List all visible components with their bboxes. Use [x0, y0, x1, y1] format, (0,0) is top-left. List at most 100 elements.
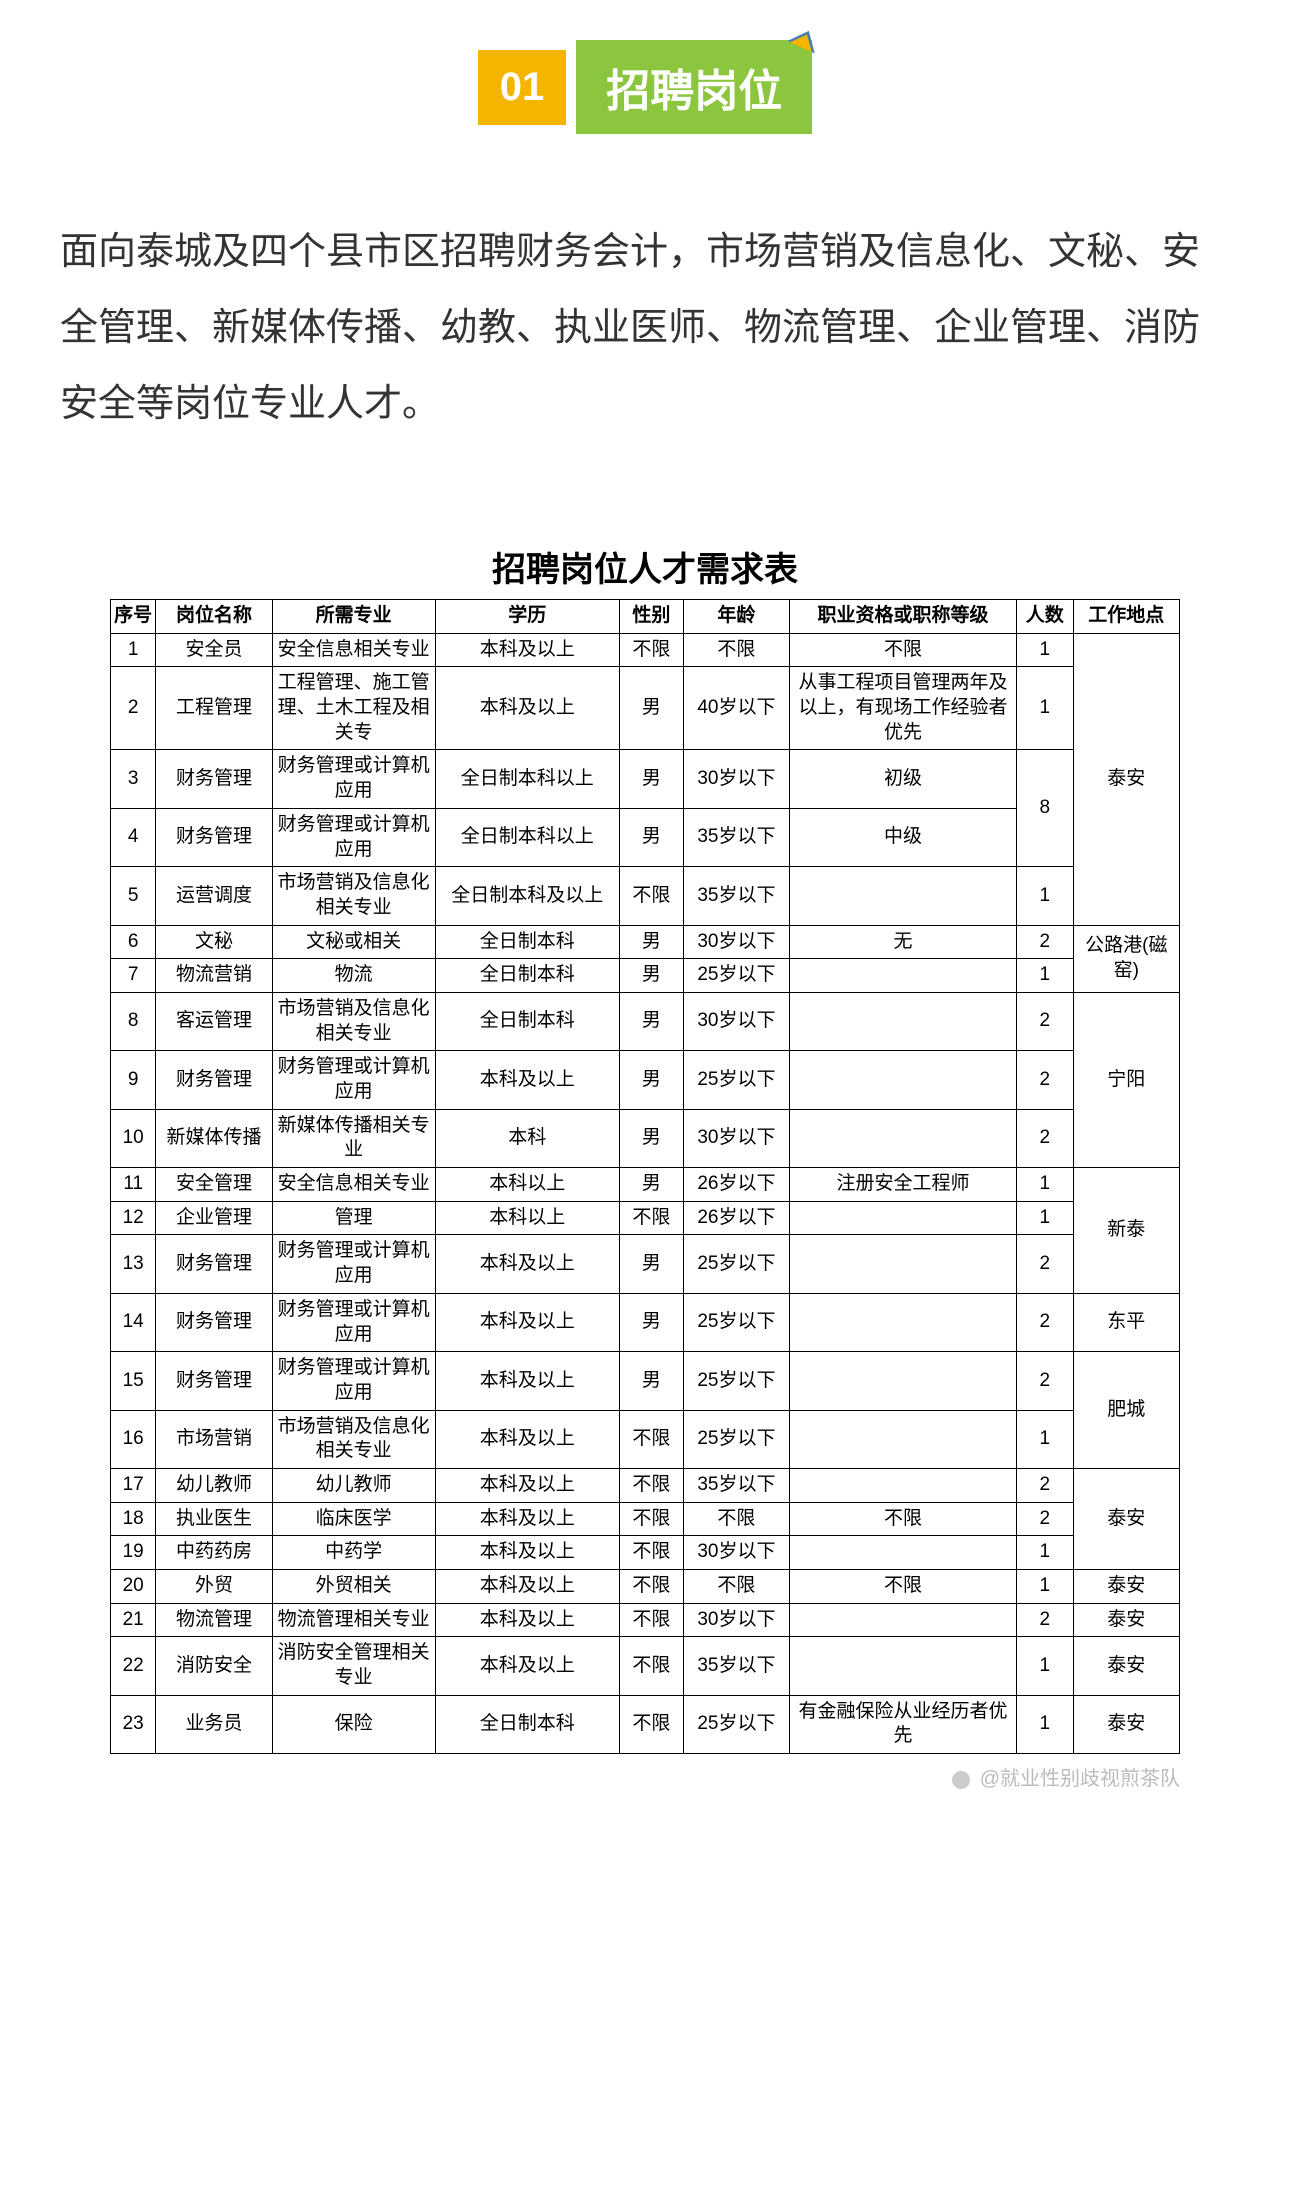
cell-location: 东平	[1073, 1293, 1179, 1351]
cell-edu: 本科及以上	[435, 1293, 619, 1351]
cell-edu: 本科以上	[435, 1168, 619, 1202]
cell-age: 30岁以下	[683, 1109, 789, 1167]
cell-seq: 20	[111, 1570, 156, 1604]
cell-pos: 执业医生	[156, 1502, 272, 1536]
cell-age: 35岁以下	[683, 808, 789, 866]
cell-major: 安全信息相关专业	[272, 633, 435, 667]
cell-count: 2	[1016, 1502, 1073, 1536]
cell-seq: 18	[111, 1502, 156, 1536]
cell-edu: 本科及以上	[435, 1468, 619, 1502]
cell-pos: 外贸	[156, 1570, 272, 1604]
cell-gender: 男	[619, 1109, 683, 1167]
recruitment-table: 序号 岗位名称 所需专业 学历 性别 年龄 职业资格或职称等级 人数 工作地点 …	[110, 599, 1180, 1754]
cell-age: 40岁以下	[683, 667, 789, 750]
table-row: 1安全员安全信息相关专业本科及以上不限不限不限1泰安	[111, 633, 1180, 667]
cell-seq: 2	[111, 667, 156, 750]
cell-seq: 12	[111, 1201, 156, 1235]
cell-count: 2	[1016, 1468, 1073, 1502]
cell-location: 泰安	[1073, 1637, 1179, 1695]
cell-location: 宁阳	[1073, 992, 1179, 1167]
cell-gender: 不限	[619, 1695, 683, 1753]
table-title: 招聘岗位人才需求表	[110, 542, 1180, 591]
cell-gender: 不限	[619, 867, 683, 925]
table-row: 2工程管理工程管理、施工管理、土木工程及相关专本科及以上男40岁以下从事工程项目…	[111, 667, 1180, 750]
cell-count: 2	[1016, 1109, 1073, 1167]
cell-location: 泰安	[1073, 633, 1179, 925]
cell-gender: 男	[619, 959, 683, 993]
cell-qual: 中级	[790, 808, 1017, 866]
table-row: 13财务管理财务管理或计算机应用本科及以上男25岁以下2	[111, 1235, 1180, 1293]
cell-count: 1	[1016, 1570, 1073, 1604]
cell-qual: 有金融保险从业经历者优先	[790, 1695, 1017, 1753]
cell-age: 25岁以下	[683, 959, 789, 993]
cell-count: 1	[1016, 1168, 1073, 1202]
table-row: 3财务管理财务管理或计算机应用全日制本科以上男30岁以下初级8	[111, 750, 1180, 808]
cell-count: 1	[1016, 1637, 1073, 1695]
cell-seq: 11	[111, 1168, 156, 1202]
cell-pos: 客运管理	[156, 992, 272, 1050]
cell-qual: 不限	[790, 1570, 1017, 1604]
cell-gender: 男	[619, 1235, 683, 1293]
table-row: 6文秘文秘或相关全日制本科男30岁以下无2公路港(磁窑)	[111, 925, 1180, 959]
cell-qual	[790, 1051, 1017, 1109]
col-header: 工作地点	[1073, 600, 1179, 634]
cell-pos: 财务管理	[156, 1352, 272, 1410]
col-header: 年龄	[683, 600, 789, 634]
cell-seq: 14	[111, 1293, 156, 1351]
cell-major: 财务管理或计算机应用	[272, 1293, 435, 1351]
cell-edu: 全日制本科以上	[435, 750, 619, 808]
cell-edu: 本科及以上	[435, 1235, 619, 1293]
cell-seq: 6	[111, 925, 156, 959]
section-title-wrap: 招聘岗位	[576, 40, 812, 134]
cell-age: 30岁以下	[683, 1536, 789, 1570]
cell-major: 外贸相关	[272, 1570, 435, 1604]
cell-location: 泰安	[1073, 1468, 1179, 1569]
section-header: 01 招聘岗位	[50, 40, 1240, 134]
cell-pos: 财务管理	[156, 750, 272, 808]
cell-count: 8	[1016, 750, 1073, 867]
cell-major: 财务管理或计算机应用	[272, 1235, 435, 1293]
cell-count: 2	[1016, 1603, 1073, 1637]
cell-age: 不限	[683, 1570, 789, 1604]
intro-paragraph: 面向泰城及四个县市区招聘财务会计，市场营销及信息化、文秘、安全管理、新媒体传播、…	[50, 214, 1240, 442]
cell-edu: 本科及以上	[435, 1637, 619, 1695]
cell-location: 公路港(磁窑)	[1073, 925, 1179, 992]
cell-age: 25岁以下	[683, 1695, 789, 1753]
table-row: 23业务员保险全日制本科不限25岁以下有金融保险从业经历者优先1泰安	[111, 1695, 1180, 1753]
cell-qual	[790, 992, 1017, 1050]
cell-gender: 不限	[619, 1536, 683, 1570]
cell-edu: 本科及以上	[435, 1051, 619, 1109]
table-row: 20外贸外贸相关本科及以上不限不限不限1泰安	[111, 1570, 1180, 1604]
cell-age: 不限	[683, 1502, 789, 1536]
cell-edu: 本科及以上	[435, 1352, 619, 1410]
cell-count: 1	[1016, 1201, 1073, 1235]
cell-major: 市场营销及信息化相关专业	[272, 867, 435, 925]
cell-major: 新媒体传播相关专业	[272, 1109, 435, 1167]
cell-edu: 本科及以上	[435, 1502, 619, 1536]
cell-pos: 工程管理	[156, 667, 272, 750]
cell-seq: 17	[111, 1468, 156, 1502]
cell-major: 管理	[272, 1201, 435, 1235]
cell-seq: 9	[111, 1051, 156, 1109]
cell-qual: 从事工程项目管理两年及以上，有现场工作经验者优先	[790, 667, 1017, 750]
col-header: 性别	[619, 600, 683, 634]
cell-major: 文秘或相关	[272, 925, 435, 959]
cell-pos: 财务管理	[156, 1051, 272, 1109]
cell-pos: 物流管理	[156, 1603, 272, 1637]
cell-qual: 初级	[790, 750, 1017, 808]
cell-pos: 安全员	[156, 633, 272, 667]
cell-seq: 23	[111, 1695, 156, 1753]
cell-seq: 22	[111, 1637, 156, 1695]
table-row: 12企业管理管理本科以上不限26岁以下1	[111, 1201, 1180, 1235]
cell-gender: 不限	[619, 1410, 683, 1468]
table-row: 8客运管理市场营销及信息化相关专业全日制本科男30岁以下2宁阳	[111, 992, 1180, 1050]
cell-edu: 本科及以上	[435, 1410, 619, 1468]
cell-location: 泰安	[1073, 1603, 1179, 1637]
table-header-row: 序号 岗位名称 所需专业 学历 性别 年龄 职业资格或职称等级 人数 工作地点	[111, 600, 1180, 634]
cell-pos: 幼儿教师	[156, 1468, 272, 1502]
cell-edu: 本科及以上	[435, 1536, 619, 1570]
cell-qual	[790, 867, 1017, 925]
cell-pos: 财务管理	[156, 1235, 272, 1293]
cell-pos: 企业管理	[156, 1201, 272, 1235]
cell-gender: 男	[619, 1051, 683, 1109]
